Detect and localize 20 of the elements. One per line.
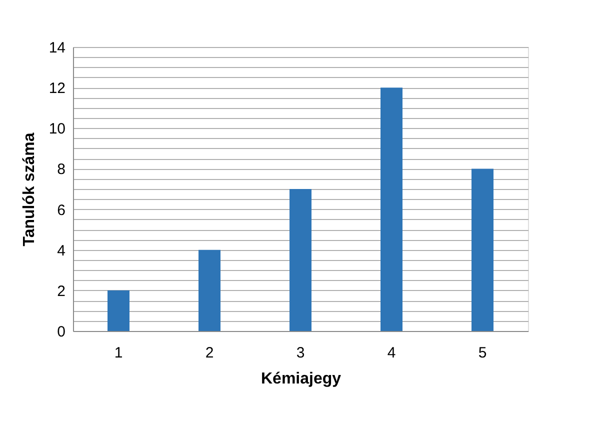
y-tick-label: 4 [57,242,66,260]
y-tick-label: 14 [48,40,66,56]
bar [380,88,402,331]
y-tick-label: 0 [57,324,66,340]
x-tick-label: 5 [478,344,487,362]
y-tick-label: 2 [57,282,66,300]
y-axis-title: Tanulók száma [20,132,38,246]
x-tick-label: 1 [114,344,123,362]
bar [472,168,494,331]
bar [108,290,130,331]
bar [198,250,220,331]
x-tick-label: 4 [387,344,396,362]
y-tick-label: 10 [48,120,66,138]
x-tick-label: 2 [205,344,214,362]
x-tick-label: 3 [296,344,305,362]
y-tick-label: 6 [57,202,66,219]
y-tick-label: 8 [57,161,66,178]
bar [290,189,312,331]
y-tick-label: 12 [48,80,66,98]
x-axis-title: Kémiajegy [260,370,342,388]
